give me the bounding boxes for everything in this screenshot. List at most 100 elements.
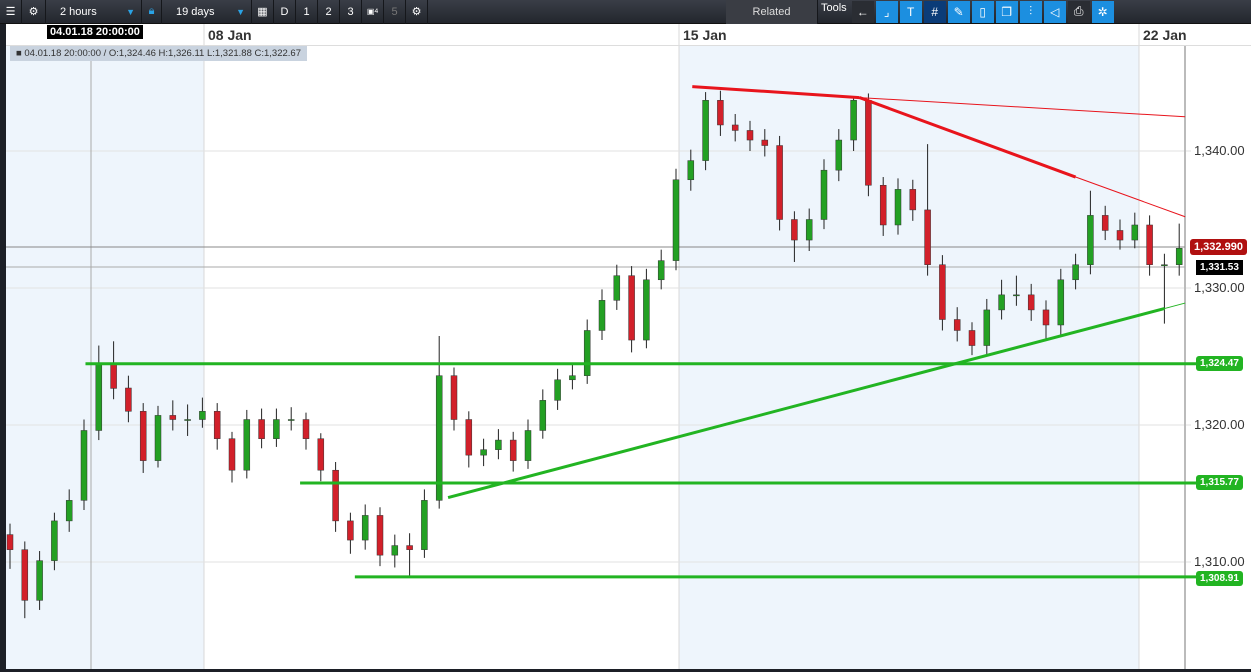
chart-canvas[interactable] bbox=[6, 24, 1251, 669]
candle-body bbox=[583, 330, 591, 376]
candle-body bbox=[687, 160, 695, 181]
range-value: 19 days bbox=[176, 5, 215, 18]
candle-body bbox=[1013, 294, 1020, 297]
candle-body bbox=[480, 449, 487, 456]
range-select[interactable]: 19 days ▼ bbox=[162, 0, 252, 24]
grid-icon[interactable]: # bbox=[923, 0, 946, 23]
back-arrow-icon[interactable]: ← bbox=[851, 0, 874, 23]
candle-body bbox=[953, 319, 961, 331]
last-price-tag: 1,332.990 bbox=[1190, 239, 1247, 255]
tools-label: Tools bbox=[821, 1, 847, 14]
candle-body bbox=[717, 100, 724, 126]
chevron-down-icon: ▼ bbox=[236, 6, 245, 17]
candle-body bbox=[776, 145, 783, 220]
candle-body bbox=[184, 419, 191, 421]
candle-body bbox=[524, 430, 532, 461]
candle-body bbox=[598, 300, 606, 331]
gear-icon[interactable]: ⚙ bbox=[22, 0, 46, 24]
candle-body bbox=[805, 219, 813, 241]
interval-select[interactable]: 2 hours ▼ bbox=[46, 0, 142, 24]
candle-body bbox=[243, 419, 251, 471]
related-button[interactable]: Related bbox=[726, 0, 818, 24]
candle-body bbox=[1101, 215, 1109, 231]
print-icon[interactable]: ⎙ bbox=[1067, 0, 1090, 23]
windows-icon[interactable]: ❐ bbox=[995, 0, 1018, 23]
candle-body bbox=[6, 534, 14, 550]
calendar-icon[interactable]: ▦ bbox=[252, 0, 274, 24]
ohlc-info-bar: ■ 04.01.18 20:00:00 / O:1,324.46 H:1,326… bbox=[10, 46, 307, 61]
period-4-save[interactable]: ▣ 4 bbox=[362, 0, 384, 24]
curve-tool-icon[interactable]: ⌟ bbox=[875, 0, 898, 23]
candle-body bbox=[835, 139, 843, 171]
draw-grid-icon[interactable]: ✎ bbox=[947, 0, 970, 23]
candle-body bbox=[228, 438, 236, 471]
list-icon[interactable]: ☰ bbox=[0, 0, 22, 24]
candle-body bbox=[406, 545, 413, 550]
text-tool-icon[interactable]: T bbox=[899, 0, 922, 23]
candle-body bbox=[850, 100, 857, 141]
trendline bbox=[859, 96, 1077, 179]
candle-body bbox=[258, 419, 265, 439]
candle-body bbox=[998, 294, 1005, 311]
save-icon: ▣ bbox=[366, 7, 375, 16]
crosshair-time-label: 04.01.18 20:00:00 bbox=[47, 25, 143, 39]
settings-edit-icon[interactable]: ✲ bbox=[1091, 0, 1114, 23]
candle-body bbox=[509, 439, 517, 461]
level-tag[interactable]: 1,315.77 bbox=[1196, 475, 1243, 490]
candle-body bbox=[317, 438, 325, 471]
candle-body bbox=[939, 264, 946, 320]
candle-body bbox=[865, 100, 872, 186]
candle-body bbox=[643, 279, 650, 341]
candle-body bbox=[672, 179, 680, 261]
candle-body bbox=[139, 411, 147, 461]
candle-body bbox=[1072, 264, 1079, 281]
candle-body bbox=[702, 100, 709, 161]
candle-body bbox=[361, 515, 369, 541]
candle-body bbox=[1131, 224, 1139, 241]
period-1[interactable]: 1 bbox=[296, 0, 318, 24]
candle-body bbox=[125, 387, 132, 412]
candle-body bbox=[1087, 215, 1094, 265]
candle-body bbox=[761, 139, 769, 146]
period-d[interactable]: D bbox=[274, 0, 296, 24]
date-label: 08 Jan bbox=[208, 27, 252, 43]
period-4-label: 4 bbox=[374, 8, 379, 15]
bars-icon[interactable]: ⫶ bbox=[1019, 0, 1042, 23]
price-label: 1,320.00 bbox=[1194, 417, 1245, 432]
lock-icon[interactable]: 🔒︎ bbox=[142, 0, 162, 24]
candle-body bbox=[287, 419, 295, 421]
candle-icon[interactable]: ▯ bbox=[971, 0, 994, 23]
price-chart[interactable]: 08 Jan 15 Jan 22 Jan 04.01.18 20:00:00 ■… bbox=[6, 24, 1251, 669]
candle-body bbox=[1175, 248, 1183, 265]
candle-body bbox=[435, 375, 443, 501]
last-close-tag: 1,331.53 bbox=[1196, 260, 1243, 275]
candle-body bbox=[1027, 294, 1035, 311]
candle-body bbox=[450, 375, 458, 420]
tag-icon[interactable]: ◁ bbox=[1043, 0, 1066, 23]
period-2[interactable]: 2 bbox=[318, 0, 340, 24]
candle-body bbox=[1161, 264, 1168, 266]
trendline bbox=[1075, 176, 1186, 218]
level-tag[interactable]: 1,308.91 bbox=[1196, 571, 1243, 586]
period-3[interactable]: 3 bbox=[340, 0, 362, 24]
date-label: 15 Jan bbox=[683, 27, 727, 43]
candle-body bbox=[894, 189, 902, 226]
interval-value: 2 hours bbox=[60, 5, 97, 18]
candle-body bbox=[968, 330, 976, 346]
candle-body bbox=[554, 379, 561, 401]
candle-body bbox=[657, 260, 665, 281]
candle-body bbox=[302, 419, 310, 439]
shaded-region bbox=[6, 46, 204, 669]
candle-body bbox=[199, 411, 206, 420]
candle-body bbox=[51, 520, 58, 561]
settings-icon[interactable]: ⚙ bbox=[406, 0, 428, 24]
candle-body bbox=[421, 500, 428, 550]
candle-body bbox=[465, 419, 473, 456]
candle-body bbox=[273, 419, 280, 439]
trendline bbox=[447, 307, 1165, 500]
period-5[interactable]: 5 bbox=[384, 0, 406, 24]
trendline bbox=[1164, 302, 1186, 310]
level-tag[interactable]: 1,324.47 bbox=[1196, 356, 1243, 371]
candle-body bbox=[110, 363, 117, 389]
candle-body bbox=[628, 275, 635, 341]
